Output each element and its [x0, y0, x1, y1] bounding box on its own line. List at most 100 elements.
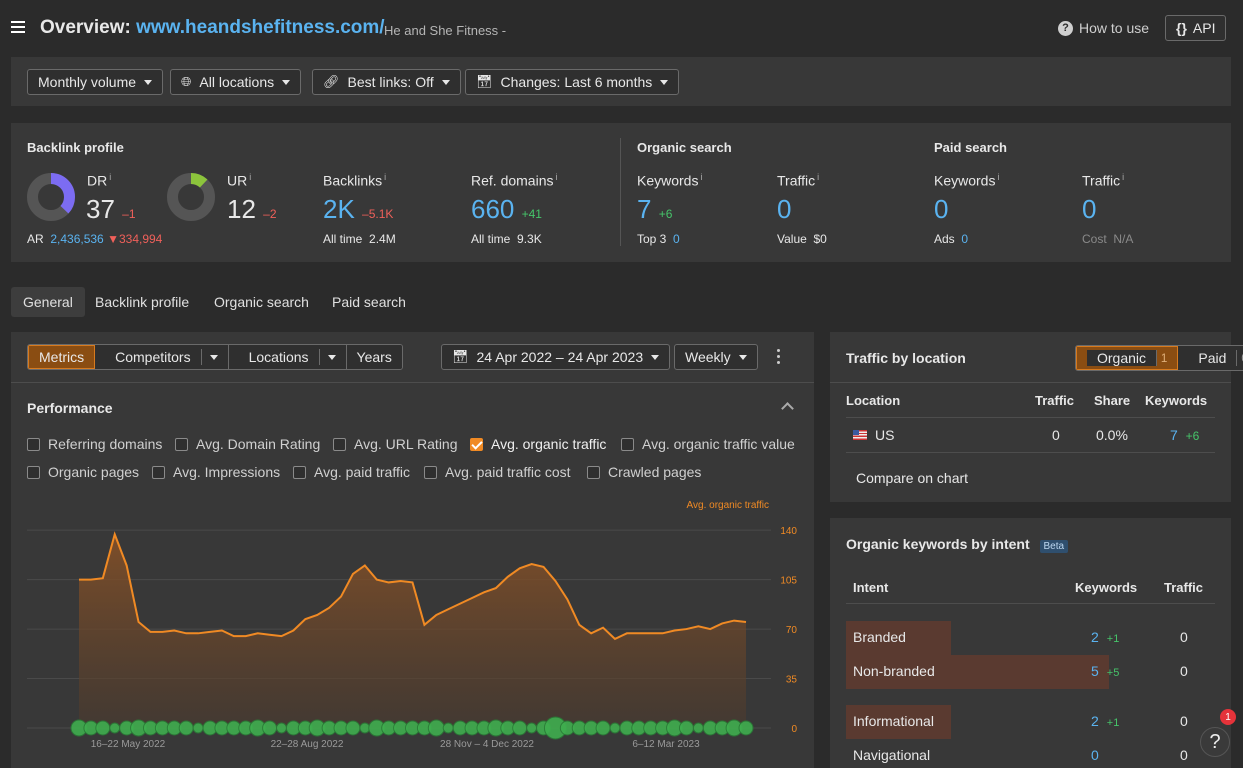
competitors-dropdown[interactable]: Competitors — [95, 345, 229, 369]
best-links-dropdown[interactable]: 🔗︎ Best links: Off — [312, 69, 461, 95]
share-header: Share — [1094, 393, 1131, 408]
ar-row: AR 2,436,536 ▼334,994 — [27, 232, 163, 246]
organic-toggle[interactable]: Organic 1 — [1076, 346, 1179, 370]
location-country: US — [875, 427, 895, 443]
checkbox-avg-impressions[interactable]: Avg. Impressions — [152, 464, 280, 480]
monthly-volume-dropdown[interactable]: Monthly volume — [27, 69, 164, 95]
tab-backlink-profile[interactable]: Backlink profile — [95, 294, 190, 310]
update-dot — [192, 722, 204, 734]
intent-label: Branded — [853, 629, 906, 645]
checkbox-box[interactable] — [333, 437, 346, 451]
chevron-down-icon — [651, 354, 660, 360]
organic-paid-toggle: Organic 1 Paid 0 — [1075, 345, 1243, 371]
tab-general[interactable]: General — [11, 287, 85, 317]
info-icon[interactable]: i — [997, 172, 1000, 182]
intent-traffic: 0 — [1180, 747, 1188, 763]
info-icon[interactable]: i — [1122, 172, 1125, 182]
checkbox-label: Avg. organic traffic — [491, 436, 607, 452]
interval-dropdown[interactable]: Weekly — [674, 344, 758, 370]
checkbox-box[interactable] — [152, 465, 165, 479]
update-dot — [609, 722, 621, 734]
update-dot — [275, 722, 287, 734]
checkbox-organic-pages[interactable]: Organic pages — [27, 464, 139, 480]
location-header-divider — [846, 417, 1215, 418]
checkbox-referring-domains[interactable]: Referring domains — [27, 436, 162, 452]
checkbox-box[interactable] — [175, 437, 188, 451]
ar-value[interactable]: 2,436,536 — [50, 232, 104, 246]
how-to-use-link[interactable]: ? How to use — [1058, 20, 1149, 36]
refdomains-label: Ref. domains i — [471, 172, 558, 189]
info-icon[interactable]: i — [700, 172, 703, 182]
info-icon[interactable]: i — [249, 172, 252, 182]
x-tick-label: 28 Nov – 4 Dec 2022 — [440, 739, 534, 750]
intent-header: Intent — [853, 580, 889, 595]
checkbox-avg-domain-rating[interactable]: Avg. Domain Rating — [175, 436, 320, 452]
toolbar-divider — [11, 382, 814, 383]
checkbox-avg-paid-traffic-cost[interactable]: Avg. paid traffic cost — [424, 464, 571, 480]
checkbox-avg-url-rating[interactable]: Avg. URL Rating — [333, 436, 458, 452]
chevron-down-icon — [144, 79, 153, 85]
series-legend: Avg. organic traffic — [687, 500, 769, 511]
traffic-chart: Avg. organic traffic 0 35 70 105 140 16–22 May… — [27, 500, 797, 750]
checkbox-label: Avg. Domain Rating — [196, 436, 321, 452]
compare-on-chart-link[interactable]: Compare on chart — [856, 470, 969, 486]
date-range-dropdown[interactable]: 📅︎ 24 Apr 2022 – 24 Apr 2023 — [441, 344, 671, 370]
us-flag-icon — [853, 430, 867, 440]
checkbox-box[interactable] — [27, 465, 40, 479]
help-icon: ? — [1209, 730, 1221, 753]
checkbox-crawled-pages[interactable]: Crawled pages — [587, 464, 701, 480]
paid-toggle[interactable]: Paid 0 — [1178, 346, 1243, 370]
chevron-down-icon — [441, 79, 450, 85]
api-button[interactable]: {} API — [1165, 15, 1227, 41]
checkbox-box[interactable] — [470, 437, 483, 451]
years-button[interactable]: Years — [346, 345, 402, 369]
paid-traffic-value[interactable]: 0 — [1082, 194, 1097, 224]
x-tick-label: 6–12 Mar 2023 — [632, 739, 700, 750]
paid-keywords-value[interactable]: 0 — [934, 194, 949, 224]
info-icon[interactable]: i — [555, 172, 558, 182]
intent-keywords: 2 +1 — [1091, 629, 1120, 645]
checkbox-box[interactable] — [621, 437, 634, 451]
update-dot — [692, 722, 704, 734]
intent-share-bar — [846, 621, 952, 655]
metrics-button[interactable]: Metrics — [28, 345, 96, 369]
chevron-down-icon — [738, 354, 747, 360]
intent-label: Navigational — [853, 747, 931, 763]
location-divider — [830, 382, 1231, 383]
tab-paid-search[interactable]: Paid search — [332, 294, 406, 310]
info-icon[interactable]: i — [817, 172, 820, 182]
checkbox-avg-organic-traffic-value[interactable]: Avg. organic traffic value — [621, 436, 795, 452]
intent-heading: Organic keywords by intent Beta — [846, 536, 1069, 553]
update-dot — [95, 720, 111, 736]
locations-chart-dropdown[interactable]: Locations — [228, 345, 347, 369]
checkbox-box[interactable] — [27, 437, 40, 451]
menu-icon[interactable] — [11, 21, 25, 33]
link-icon: 🔗︎ — [323, 74, 340, 89]
checkbox-avg-organic-traffic[interactable]: Avg. organic traffic — [470, 436, 606, 452]
intent-label: Informational — [853, 713, 934, 729]
update-dot — [345, 720, 361, 736]
chevron-down-icon — [282, 79, 291, 85]
refdomains-alltime: All time 9.3K — [471, 232, 542, 246]
locations-dropdown[interactable]: 🌐︎ All locations — [170, 69, 302, 95]
tab-organic-search[interactable]: Organic search — [214, 294, 309, 310]
site-link[interactable]: www.heandshefitness.com/ — [136, 17, 385, 38]
more-options-icon[interactable] — [777, 349, 781, 364]
performance-heading: Performance — [27, 400, 113, 416]
checkbox-avg-paid-traffic[interactable]: Avg. paid traffic — [293, 464, 410, 480]
y-tick-label: 105 — [780, 576, 797, 587]
organic-traffic-value[interactable]: 0 — [777, 194, 792, 224]
refdomains-change: +41 — [521, 207, 542, 221]
checkbox-box[interactable] — [293, 465, 306, 479]
update-dot — [738, 720, 754, 736]
intent-keywords: 5 +5 — [1091, 663, 1120, 679]
info-icon[interactable]: i — [384, 172, 387, 182]
info-icon[interactable]: i — [109, 172, 112, 182]
calendar-icon: 📅︎ — [476, 74, 493, 89]
checkbox-label: Avg. paid traffic cost — [445, 464, 571, 480]
changes-dropdown[interactable]: 📅︎ Changes: Last 6 months — [465, 69, 680, 95]
checkbox-box[interactable] — [587, 465, 600, 479]
ur-label: UR i — [227, 172, 252, 189]
help-button[interactable]: ? — [1200, 727, 1230, 757]
checkbox-box[interactable] — [424, 465, 437, 479]
